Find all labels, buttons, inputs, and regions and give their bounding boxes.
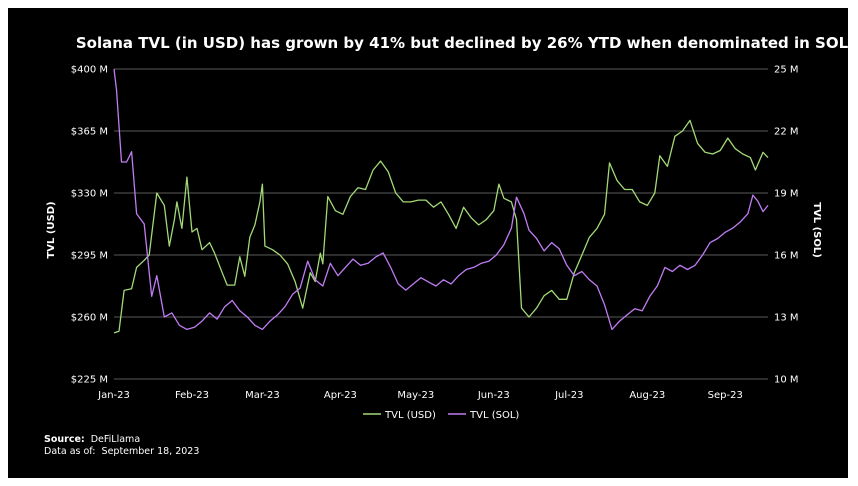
x-tick-label: Mar-23 — [245, 390, 280, 401]
y-left-tick-label: $225 M — [71, 375, 108, 386]
x-tick-label: Jul-23 — [554, 390, 583, 401]
chart-svg: Solana TVL (in USD) has grown by 41% but… — [44, 34, 848, 457]
legend-label-sol: TVL (SOL) — [469, 410, 519, 421]
chart-title: Solana TVL (in USD) has grown by 41% but… — [76, 34, 848, 52]
x-tick-label: Jan-23 — [97, 390, 130, 401]
y-right-tick-label: 25 M — [774, 65, 799, 76]
y-left-tick-label: $365 M — [71, 127, 108, 138]
y-right-tick-label: 19 M — [774, 189, 799, 200]
chart-container: Solana TVL (in USD) has grown by 41% but… — [8, 8, 848, 478]
y-right-tick-label: 16 M — [774, 251, 799, 262]
x-ticks: Jan-23 Feb-23 Mar-23 Apr-23 May-23 Jun-23 Jul-… — [97, 390, 743, 401]
y-right-ticks: 10 M 13 M 16 M 19 M 22 M 25 M — [774, 65, 799, 386]
source-line: Source: DeFiLlama — [44, 434, 140, 445]
series-line-usd — [113, 119, 769, 334]
gridlines — [114, 68, 768, 380]
x-tick-label: May-23 — [397, 390, 434, 401]
legend-label-usd: TVL (USD) — [384, 410, 436, 421]
y-left-axis-label: TVL (USD) — [46, 201, 57, 258]
x-tick-label: Jun-23 — [477, 390, 510, 401]
series-lines — [113, 68, 769, 334]
x-tick-label: Apr-23 — [324, 390, 357, 401]
y-right-axis-label: TVL (SOL) — [811, 202, 822, 258]
source-label: Source: — [44, 434, 85, 445]
legend: TVL (USD) TVL (SOL) — [363, 410, 519, 421]
y-left-tick-label: $400 M — [71, 65, 108, 76]
source-value: DeFiLlama — [91, 434, 140, 445]
y-left-tick-label: $295 M — [71, 251, 108, 262]
y-right-tick-label: 22 M — [774, 127, 799, 138]
x-tick-label: Sep-23 — [708, 390, 743, 401]
y-left-tick-label: $260 M — [71, 313, 108, 324]
y-right-tick-label: 13 M — [774, 313, 799, 324]
y-right-tick-label: 10 M — [774, 375, 799, 386]
y-left-tick-label: $330 M — [71, 189, 108, 200]
data-as-of-line: Data as of: September 18, 2023 — [44, 446, 199, 457]
series-line-sol — [113, 68, 769, 331]
data-as-of-value: September 18, 2023 — [102, 446, 200, 457]
x-tick-label: Aug-23 — [629, 390, 665, 401]
x-tick-label: Feb-23 — [175, 390, 209, 401]
data-as-of-label: Data as of: — [44, 446, 96, 457]
y-left-ticks: $225 M $260 M $295 M $330 M $365 M $400 M — [71, 65, 108, 386]
